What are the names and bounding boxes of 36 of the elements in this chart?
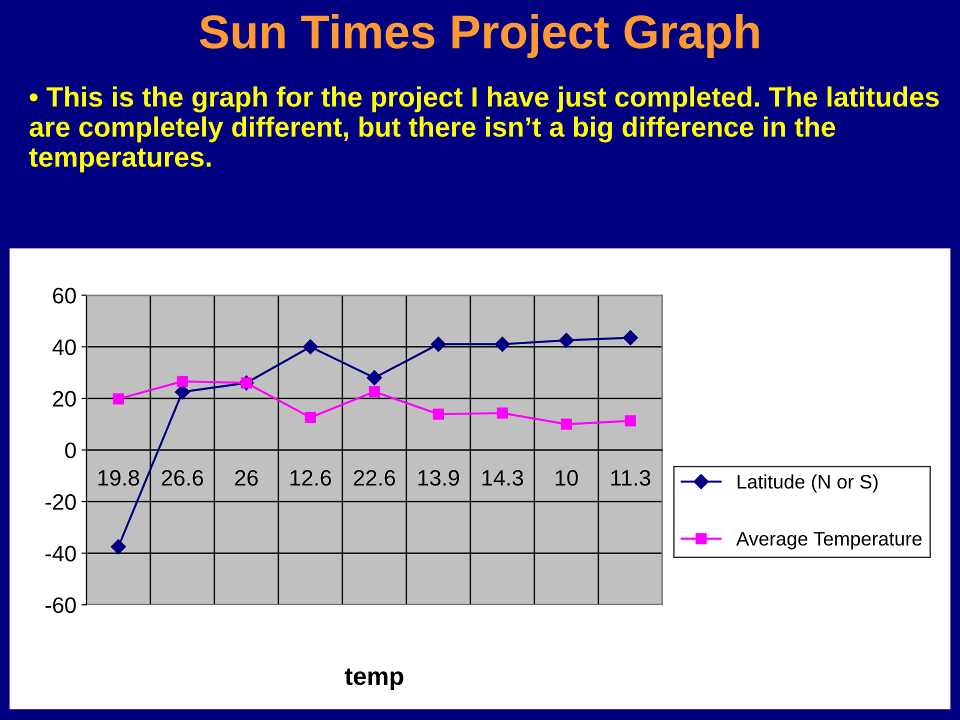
y-tick-label: -20 (46, 494, 76, 510)
point (430, 336, 446, 352)
x-tick-label: 10 (556, 470, 578, 486)
y-tick-label: 0 (65, 442, 76, 458)
point (558, 332, 574, 348)
y-tick-label: -40 (46, 546, 76, 562)
point (496, 408, 508, 419)
point (624, 415, 636, 426)
x-tick-label: 26 (235, 470, 258, 486)
x-tick-label: 11.3 (611, 470, 650, 486)
x-tick-label: 19.8 (98, 470, 140, 486)
point (366, 370, 382, 386)
point (112, 393, 124, 404)
x-axis-title: temp (344, 668, 404, 690)
point (432, 408, 444, 420)
y-tick-label: 20 (53, 390, 76, 407)
chart-title: Sun Times Project Graph (200, 14, 759, 58)
x-tick-label: 14.3 (482, 470, 524, 486)
x-tick-label: 12.6 (290, 470, 332, 486)
x-tick-label: 13.9 (418, 470, 459, 486)
x-tick-label: 22.6 (354, 470, 396, 486)
point (368, 386, 380, 398)
chart-subtitle: • This is the graph for the project I have just completed. The latitudes are completely different, but there isn’t a big difference in the temperatures. (29, 86, 939, 172)
point (494, 336, 510, 352)
x-tick-label: 26.6 (162, 470, 204, 486)
point (304, 412, 316, 424)
y-tick-label: 60 (53, 288, 76, 304)
point (560, 418, 572, 430)
point (622, 330, 638, 346)
point (176, 376, 188, 387)
y-tick-label: -60 (46, 597, 76, 614)
y-tick-label: 40 (52, 339, 76, 356)
point (110, 539, 126, 554)
legend-label: Latitude (N or S) (738, 474, 878, 492)
point (302, 339, 318, 354)
legend-label: Average Temperature (736, 532, 922, 550)
